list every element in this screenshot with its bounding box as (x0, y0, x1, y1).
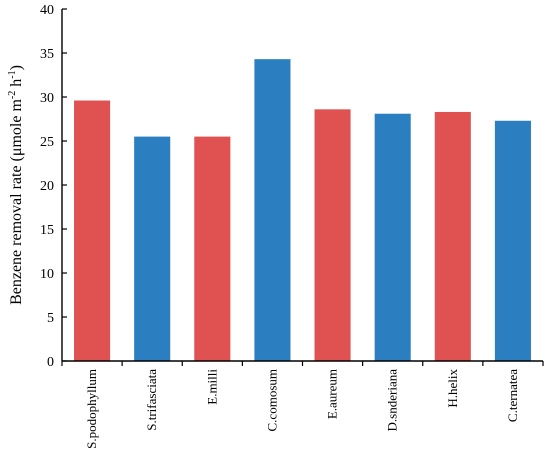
y-axis-title-end: ) (8, 65, 25, 70)
y-axis-title-sup2: -1 (7, 70, 18, 78)
y-tick-label: 0 (47, 355, 54, 370)
x-axis-ticks: S.podophyllum S.trifasciata E.milli C.comos… (61, 361, 544, 449)
bar-c-ternatea (494, 120, 531, 361)
y-tick-label: 15 (40, 223, 54, 238)
y-tick-label: 20 (40, 179, 54, 194)
bar-c-comosum (254, 59, 291, 361)
x-tick-label-d-snderiana: D.snderiana (385, 369, 400, 432)
bar-d-snderiana (374, 113, 411, 361)
y-axis-ticks: 0 5 10 15 20 25 30 35 40 (40, 3, 67, 370)
x-tick-label-e-milli: E.milli (204, 369, 219, 405)
y-tick-label: 30 (40, 91, 54, 106)
y-axis-title-main: Benzene removal rate (μmole m (8, 99, 25, 305)
y-axis-title-sup1: -2 (7, 91, 18, 99)
x-tick-label-c-comosum: C.comosum (264, 369, 279, 431)
y-axis-title: Benzene removal rate (μmole m-2 h-1) (7, 65, 25, 305)
x-tick-label-s-trifasciata: S.trifasciata (144, 369, 159, 431)
x-tick-label-e-aureum: E.aureum (325, 369, 340, 419)
y-axis-title-mid: h (8, 79, 25, 91)
x-tick-label-h-helix: H.helix (445, 369, 460, 408)
y-tick-label: 25 (40, 135, 54, 150)
y-tick-label: 10 (40, 267, 54, 282)
bar-e-milli (194, 136, 231, 361)
bars-layer (74, 59, 531, 362)
bar-s-podophyllum (74, 100, 111, 362)
y-tick-label: 40 (40, 3, 54, 18)
y-tick-label: 35 (40, 47, 54, 62)
x-tick-label-c-ternatea: C.ternatea (505, 369, 520, 422)
bar-e-aureum (314, 109, 351, 361)
y-tick-label: 5 (47, 311, 54, 326)
bar-s-trifasciata (134, 136, 171, 361)
bar-h-helix (434, 111, 471, 362)
x-tick-label-s-podophyllum: S.podophyllum (84, 369, 99, 449)
